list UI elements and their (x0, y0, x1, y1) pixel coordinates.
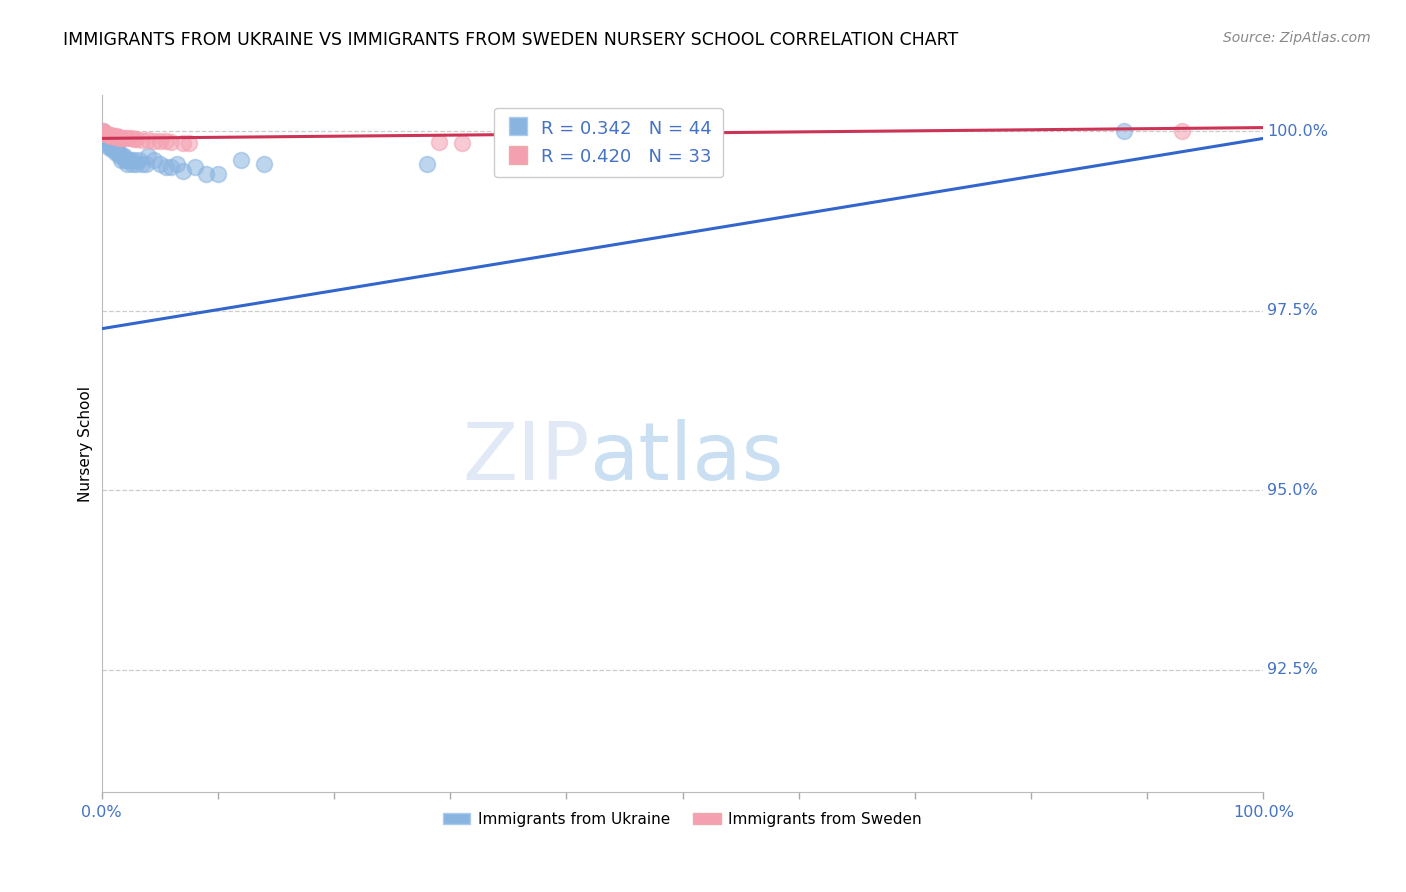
Point (94, 131, 117, 145)
Point (450, 136, 472, 150)
Point (229, 153, 252, 167)
Point (122, 153, 145, 167)
Text: 97.5%: 97.5% (1267, 303, 1317, 318)
Point (101, 128, 124, 143)
Point (149, 134, 172, 148)
Point (177, 136, 200, 151)
Point (120, 153, 142, 167)
Text: 0.0%: 0.0% (82, 805, 122, 820)
Point (103, 129, 125, 144)
Point (110, 131, 132, 145)
Point (96, 138, 118, 153)
Point (98, 128, 121, 142)
Point (115, 156, 138, 170)
Point (136, 149, 159, 163)
Point (1112, 124, 1135, 138)
Point (155, 160, 177, 174)
Y-axis label: Nursery School: Nursery School (79, 385, 93, 501)
Point (160, 160, 183, 174)
Point (416, 156, 439, 170)
Point (125, 132, 148, 146)
Point (131, 133, 153, 147)
Point (100, 142, 122, 156)
Point (96, 127, 118, 141)
Point (135, 156, 157, 170)
Point (195, 167, 218, 181)
Point (183, 160, 205, 174)
Point (93, 128, 115, 142)
Text: 100.0%: 100.0% (1233, 805, 1294, 820)
Text: Source: ZipAtlas.com: Source: ZipAtlas.com (1223, 31, 1371, 45)
Point (142, 153, 165, 167)
Point (108, 149, 131, 163)
Point (108, 130, 131, 145)
Point (94, 126, 117, 140)
Point (120, 131, 142, 145)
Point (98, 138, 121, 153)
Point (104, 145, 127, 160)
Point (125, 156, 148, 170)
Point (104, 129, 127, 144)
Point (172, 136, 194, 150)
Point (1171, 124, 1194, 138)
Point (114, 131, 136, 145)
Point (117, 153, 139, 167)
Point (114, 153, 136, 167)
Point (100, 128, 122, 143)
Point (96, 135, 118, 149)
Point (107, 145, 129, 160)
Point (107, 130, 129, 145)
Point (108, 130, 131, 145)
Point (131, 156, 153, 170)
Point (136, 133, 159, 147)
Point (166, 156, 188, 170)
Point (207, 167, 229, 181)
Point (112, 149, 135, 163)
Point (103, 129, 125, 144)
Point (111, 149, 134, 163)
Text: 92.5%: 92.5% (1267, 663, 1317, 677)
Point (97, 128, 120, 142)
Point (110, 153, 132, 167)
Text: atlas: atlas (589, 418, 785, 497)
Point (93, 126, 115, 140)
Point (108, 145, 131, 160)
Point (97, 135, 120, 149)
Text: 95.0%: 95.0% (1267, 483, 1317, 498)
Point (142, 134, 165, 148)
Point (149, 156, 172, 170)
Point (172, 163, 194, 178)
Point (115, 131, 138, 145)
Point (253, 156, 276, 170)
Point (155, 134, 177, 148)
Point (96, 127, 118, 141)
Point (105, 130, 128, 145)
Text: 100.0%: 100.0% (1267, 124, 1327, 138)
Text: ZIP: ZIP (463, 418, 589, 497)
Point (121, 156, 143, 170)
Point (160, 135, 183, 149)
Point (91, 124, 114, 138)
Legend: Immigrants from Ukraine, Immigrants from Sweden: Immigrants from Ukraine, Immigrants from… (437, 805, 928, 833)
Text: IMMIGRANTS FROM UKRAINE VS IMMIGRANTS FROM SWEDEN NURSERY SCHOOL CORRELATION CHA: IMMIGRANTS FROM UKRAINE VS IMMIGRANTS FR… (63, 31, 959, 49)
Point (103, 142, 125, 156)
Point (91, 124, 114, 138)
Point (105, 142, 128, 156)
Point (427, 135, 450, 149)
Point (101, 138, 124, 153)
Point (103, 142, 125, 156)
Point (115, 153, 138, 167)
Point (128, 153, 150, 167)
Point (122, 132, 145, 146)
